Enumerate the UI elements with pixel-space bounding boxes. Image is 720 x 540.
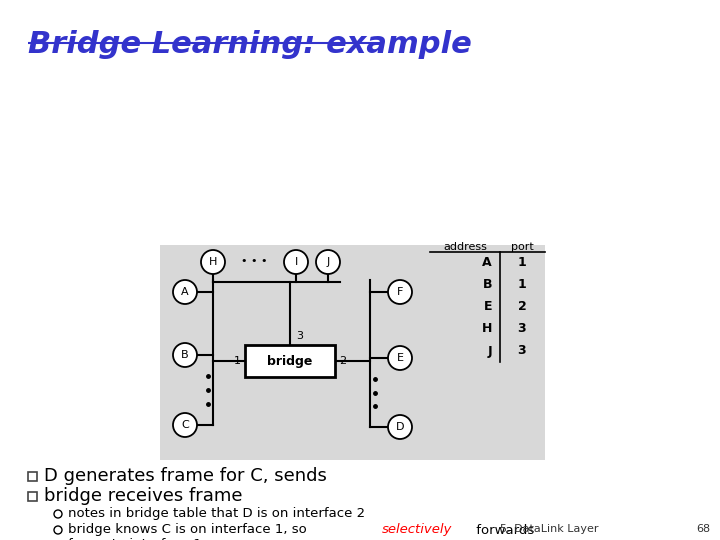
Circle shape: [388, 346, 412, 370]
Circle shape: [316, 250, 340, 274]
Text: bridge receives frame: bridge receives frame: [44, 487, 243, 505]
Text: 2: 2: [339, 356, 346, 366]
Text: address: address: [443, 242, 487, 252]
Text: J: J: [326, 257, 330, 267]
Text: B: B: [181, 350, 189, 360]
Text: frame to interface 1: frame to interface 1: [68, 537, 202, 540]
Text: bridge knows C is on interface 1, so: bridge knows C is on interface 1, so: [68, 523, 311, 537]
Text: 5: DataLink Layer: 5: DataLink Layer: [500, 524, 598, 534]
Text: H: H: [209, 257, 217, 267]
Circle shape: [201, 250, 225, 274]
Text: forwards: forwards: [472, 523, 535, 537]
Text: 1: 1: [518, 256, 526, 269]
Text: notes in bridge table that D is on interface 2: notes in bridge table that D is on inter…: [68, 508, 365, 521]
Bar: [28, 491, 37, 501]
Text: E: E: [397, 353, 403, 363]
Text: 68: 68: [696, 524, 710, 534]
Text: port: port: [510, 242, 534, 252]
Text: D: D: [396, 422, 404, 432]
FancyBboxPatch shape: [160, 245, 545, 460]
Circle shape: [173, 280, 197, 304]
Text: A: A: [482, 256, 492, 269]
Text: F: F: [397, 287, 403, 297]
Text: B: B: [482, 279, 492, 292]
Circle shape: [173, 413, 197, 437]
Text: 1: 1: [234, 356, 241, 366]
Text: 2: 2: [518, 300, 526, 314]
Text: E: E: [484, 300, 492, 314]
Text: A: A: [181, 287, 189, 297]
Text: 3: 3: [518, 322, 526, 335]
Bar: [28, 471, 37, 481]
Circle shape: [388, 415, 412, 439]
Text: J: J: [487, 345, 492, 357]
FancyBboxPatch shape: [245, 345, 335, 377]
Circle shape: [284, 250, 308, 274]
Text: 3: 3: [518, 345, 526, 357]
Text: selectively: selectively: [382, 523, 452, 537]
Text: D generates frame for C, sends: D generates frame for C, sends: [44, 467, 327, 485]
Text: • • •: • • •: [241, 256, 268, 266]
Circle shape: [388, 280, 412, 304]
Text: I: I: [294, 257, 297, 267]
Text: 1: 1: [518, 279, 526, 292]
Circle shape: [173, 343, 197, 367]
Text: H: H: [482, 322, 492, 335]
Text: C: C: [181, 420, 189, 430]
Text: 3: 3: [296, 331, 303, 341]
Text: bridge: bridge: [267, 354, 312, 368]
Text: Bridge Learning: example: Bridge Learning: example: [28, 30, 472, 59]
